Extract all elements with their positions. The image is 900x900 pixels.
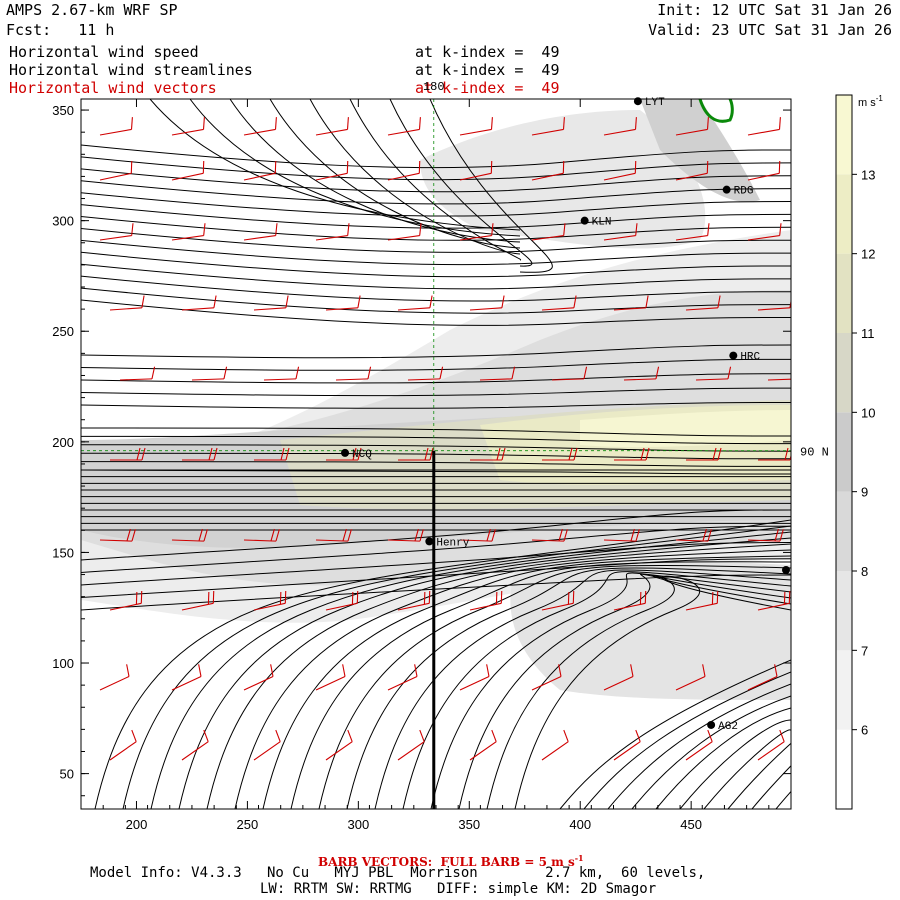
- colorbar-label: 10: [861, 405, 875, 420]
- station-marker: [707, 721, 715, 729]
- colorbar-label: 9: [861, 485, 868, 500]
- wind-chart: 90 N 180 200 250 300 350 400 450 50 100 150 200 250…: [0, 0, 900, 900]
- latitude-label: 90 N: [800, 446, 829, 460]
- station-marker: [634, 97, 642, 105]
- station-label: LYT: [645, 97, 665, 109]
- station-label: NCQ: [352, 449, 372, 461]
- y-tick-label: 50: [60, 767, 74, 782]
- colorbar-label: 12: [861, 247, 875, 262]
- station-marker: [782, 566, 790, 574]
- station-marker: [729, 352, 737, 360]
- colorbar-segment: [836, 650, 852, 729]
- x-tick-label: 350: [458, 817, 480, 832]
- longitude-label: 180: [423, 80, 445, 94]
- y-tick-label: 150: [52, 545, 74, 560]
- station-label: AG2: [718, 721, 738, 733]
- y-tick-label: 300: [52, 214, 74, 229]
- colorbar-segment: [836, 571, 852, 650]
- station-label: HRC: [740, 352, 760, 364]
- x-tick-label: 200: [126, 817, 148, 832]
- colorbar-segment: [836, 492, 852, 571]
- model-info-line-1: Model Info: V4.3.3 No Cu MYJ PBL Morriso…: [90, 865, 705, 882]
- colorbar-label: 7: [861, 643, 868, 658]
- station-label: Henry: [436, 537, 469, 549]
- station-marker: [723, 186, 731, 194]
- colorbar-segment: [836, 730, 852, 809]
- y-tick-label: 250: [52, 324, 74, 339]
- model-info-line-2: LW: RRTM SW: RRTMG DIFF: simple KM: 2D S…: [260, 881, 656, 898]
- colorbar-label: 6: [861, 723, 868, 738]
- y-tick-label: 200: [52, 435, 74, 450]
- station-marker: [341, 449, 349, 457]
- colorbar-segment: [836, 333, 852, 412]
- x-tick-label: 400: [569, 817, 591, 832]
- station-label: RDG: [734, 186, 754, 198]
- x-tick-label: 300: [347, 817, 369, 832]
- colorbar-label: 8: [861, 564, 868, 579]
- y-tick-label: 350: [52, 103, 74, 118]
- colorbar-segment: [836, 95, 852, 174]
- station-label: KLN: [592, 217, 612, 229]
- colorbar-segment: [836, 174, 852, 253]
- colorbar-unit: m s-1: [858, 94, 883, 109]
- x-tick-label: 250: [237, 817, 259, 832]
- colorbar-segment: [836, 412, 852, 491]
- y-tick-label: 100: [52, 656, 74, 671]
- station-marker: [581, 217, 589, 225]
- colorbar-label: 13: [861, 167, 875, 182]
- colorbar-label: 11: [861, 326, 875, 341]
- station-marker: [425, 537, 433, 545]
- plot-area: [81, 99, 830, 809]
- x-tick-label: 450: [680, 817, 702, 832]
- colorbar-segment: [836, 254, 852, 333]
